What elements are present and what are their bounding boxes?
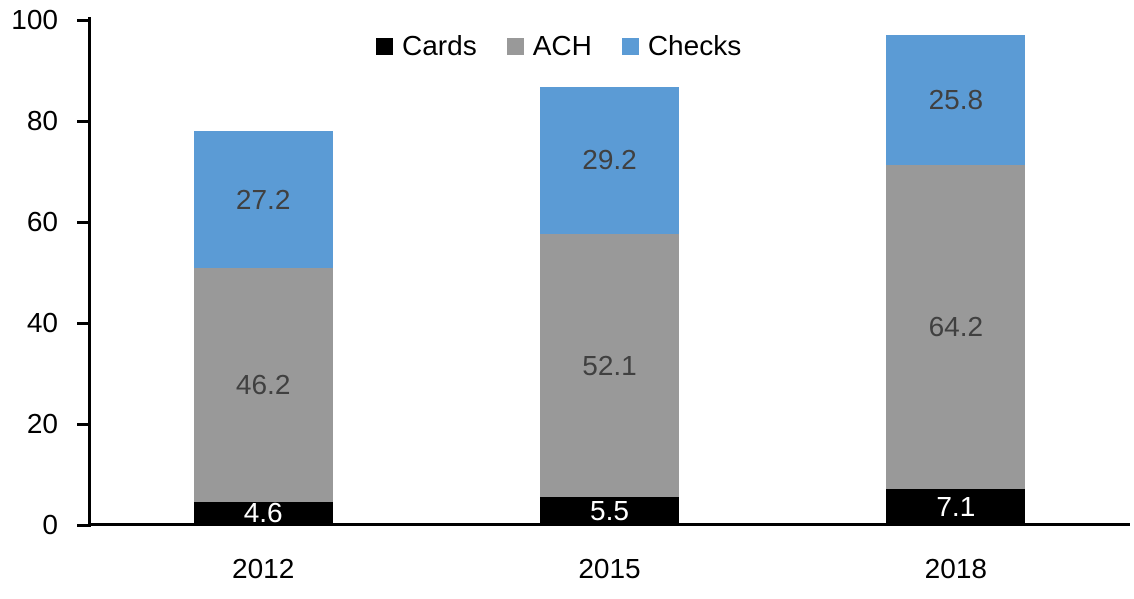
y-axis-tick	[77, 322, 91, 325]
legend-item-checks: Checks	[621, 30, 742, 61]
y-axis-tick	[77, 120, 91, 123]
y-axis-tick-label: 80	[26, 105, 58, 136]
legend-marker-cards-icon	[376, 37, 393, 55]
bar-segment-cards-2015: 5.5	[540, 497, 679, 525]
bar-value-label: 27.2	[235, 183, 291, 215]
bar-segment-checks-2018: 25.8	[886, 34, 1026, 165]
y-axis-tick	[77, 423, 91, 426]
x-axis-category-label: 2012	[232, 553, 295, 584]
bar-segment-ach-2015: 52.1	[540, 234, 679, 498]
y-axis-tick-label: 100	[11, 4, 58, 35]
y-axis-tick	[77, 19, 91, 22]
y-axis-tick	[77, 221, 91, 224]
legend-item-cards: Cards	[376, 31, 477, 61]
x-axis-category-label: 2018	[924, 553, 987, 584]
legend-label: Checks	[647, 30, 742, 61]
bar-segment-ach-2012: 46.2	[193, 268, 333, 502]
x-axis-category-label: 2015	[578, 553, 641, 584]
y-axis-tick-label: 20	[26, 408, 58, 439]
bar-segment-ach-2018: 64.2	[886, 164, 1026, 490]
legend-marker-checks-icon	[621, 37, 639, 55]
y-axis-line	[88, 17, 91, 526]
bar-segment-checks-2012: 27.2	[193, 131, 333, 269]
bar-value-label: 64.2	[928, 311, 984, 343]
bar-value-label: 29.2	[582, 144, 637, 176]
bar-segment-cards-2012: 4.6	[193, 497, 333, 529]
bar-value-label: 52.1	[582, 349, 637, 381]
x-axis-line	[88, 523, 1130, 526]
y-axis-tick-label: 0	[42, 509, 58, 540]
y-axis-tick-label: 40	[26, 307, 58, 338]
bar-value-label: 5.5	[590, 495, 629, 527]
bar-value-label: 4.6	[243, 497, 283, 529]
legend-marker-ach-icon	[506, 37, 524, 55]
y-axis-tick-label: 60	[26, 206, 58, 237]
legend-item-ach: ACH	[506, 30, 592, 61]
legend-label: Cards	[402, 30, 477, 61]
bar-segment-cards-2018: 7.1	[886, 489, 1026, 525]
bar-segment-checks-2015: 29.2	[540, 86, 679, 235]
legend: Cards ACH Checks	[376, 31, 741, 61]
bar-value-label: 46.2	[235, 369, 291, 401]
bar-value-label: 7.1	[936, 491, 976, 523]
legend-label: ACH	[532, 30, 592, 61]
bar-value-label: 25.8	[928, 83, 984, 115]
y-axis-tick	[77, 524, 91, 527]
